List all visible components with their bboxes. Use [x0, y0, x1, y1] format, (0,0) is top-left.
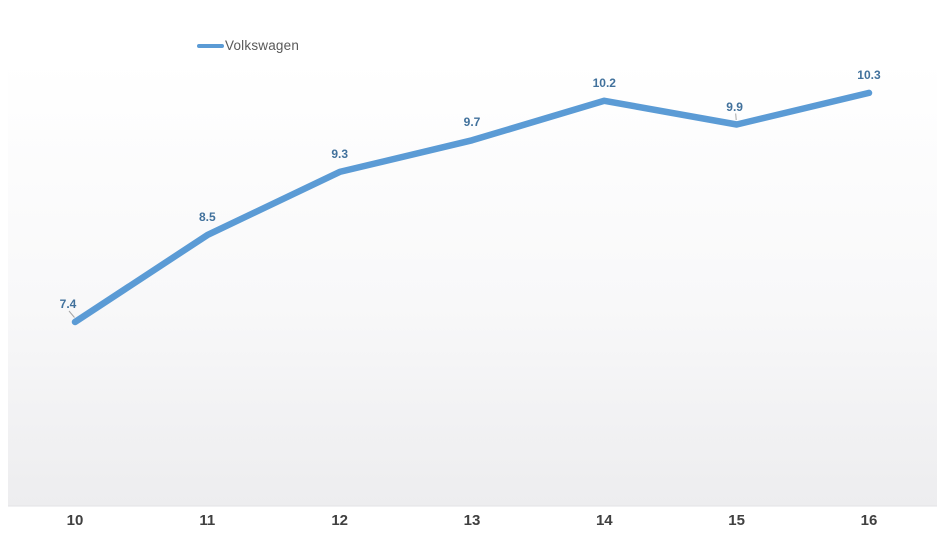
plot-area-background	[8, 60, 937, 506]
label-leader-line	[68, 310, 75, 318]
x-axis-label: 16	[860, 512, 878, 529]
data-label: 9.9	[726, 99, 743, 114]
data-label: 9.7	[463, 115, 481, 130]
data-label: 7.4	[59, 297, 77, 311]
series-line-volkswagen	[71, 89, 873, 326]
x-axis-label: 14	[595, 512, 613, 529]
x-axis-label: 12	[331, 512, 348, 529]
data-label: 9.3	[331, 146, 348, 161]
legend-line-swatch	[197, 43, 224, 48]
label-leader-line	[735, 113, 737, 121]
data-label: 8.5	[198, 210, 216, 225]
x-axis-label: 15	[728, 512, 745, 529]
legend-label: Volkswagen	[225, 38, 300, 53]
data-label: 10.3	[857, 67, 881, 82]
x-axis-label: 10	[66, 512, 84, 529]
x-axis-label: 11	[199, 512, 216, 529]
x-axis-label: 13	[463, 512, 481, 529]
legend: Volkswagen	[197, 38, 299, 53]
label-leader-lines	[68, 113, 737, 318]
data-label: 10.2	[592, 75, 616, 90]
